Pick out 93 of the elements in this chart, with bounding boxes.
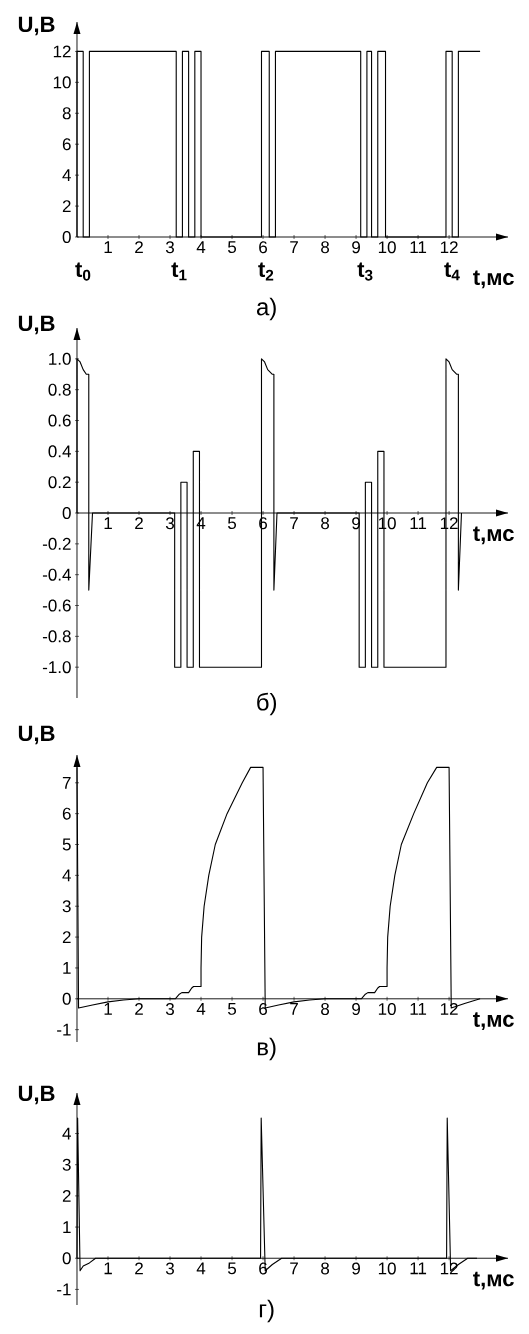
y-tick-label: 0.2 (48, 476, 71, 489)
x-tick-label: 7 (290, 1262, 298, 1275)
x-tick-label: 2 (135, 1262, 143, 1275)
y-axis-title: U,В (18, 725, 55, 745)
x-tick-label: 8 (321, 517, 330, 530)
x-tick-label: 8 (321, 1262, 330, 1275)
x-tick-label: 1 (104, 1262, 112, 1275)
y-axis-title: U,В (18, 16, 55, 36)
x-tick-label: 3 (165, 241, 174, 254)
y-tick-label: 8 (62, 107, 71, 120)
x-tick-label: 4 (196, 1003, 206, 1015)
y-tick-label: 6 (62, 138, 71, 151)
text: б) (257, 692, 277, 716)
y-tick-label: 2 (62, 200, 71, 213)
y-tick-label: -0.6 (42, 599, 71, 612)
x-tick-label: 10 (378, 1003, 396, 1016)
y-tick-label: -0.2 (42, 537, 71, 550)
x-tick-label: 4 (196, 241, 206, 253)
text: t$_{4}$ (444, 262, 460, 281)
y-tick-label: 12 (53, 45, 71, 58)
x-tick-label: 9 (352, 1262, 360, 1275)
x-tick-label: 11 (410, 1003, 427, 1015)
y-tick-label: 3 (62, 900, 71, 913)
x-tick-label: 1 (104, 1003, 112, 1015)
x-tick-label: 5 (227, 241, 237, 254)
y-tick-label: -1 (57, 1023, 71, 1036)
x-tick-label: 12 (440, 1262, 458, 1275)
x-tick-label: 9 (352, 1003, 360, 1016)
x-tick-label: 2 (135, 241, 143, 254)
x-tick-label: 11 (410, 1262, 427, 1275)
x-axis-title: t,мс (473, 1012, 514, 1031)
x-tick-label: 11 (410, 241, 427, 253)
y-tick-label: 1.0 (49, 352, 71, 365)
x-tick-label: 7 (290, 241, 298, 253)
x-tick-label: 8 (321, 241, 330, 254)
x-tick-label: 6 (259, 241, 268, 254)
x-tick-label: 2 (135, 517, 143, 530)
y-tick-label: -1.0 (42, 661, 71, 674)
x-tick-label: 10 (378, 1262, 396, 1275)
x-tick-label: 1 (104, 241, 112, 253)
x-tick-label: 4 (196, 1262, 206, 1275)
y-tick-label: 6 (62, 807, 71, 820)
x-tick-label: 9 (352, 241, 360, 254)
y-tick-label: 1 (63, 962, 71, 974)
y-tick-label: 0 (62, 1252, 71, 1265)
y-tick-label: 4 (62, 1127, 71, 1140)
x-tick-label: 12 (440, 241, 458, 254)
y-tick-label: 2 (62, 931, 71, 944)
x-tick-label: 5 (227, 1003, 237, 1015)
y-tick-label: 10 (53, 76, 71, 89)
x-tick-label: 5 (227, 517, 237, 530)
x-tick-label: 6 (259, 1262, 268, 1275)
y-tick-label: 4 (62, 169, 71, 181)
x-tick-label: 7 (290, 517, 298, 529)
y-tick-label: 7 (62, 776, 71, 789)
y-tick-label: 0 (62, 992, 71, 1005)
text: t$_{2}$ (258, 262, 274, 281)
x-tick-label: 3 (165, 1003, 174, 1016)
x-tick-label: 2 (135, 1003, 143, 1015)
x-tick-label: 12 (440, 1003, 458, 1015)
y-tick-label: 2 (62, 1189, 71, 1202)
x-tick-label: 7 (290, 1003, 298, 1015)
text: г) (259, 1299, 274, 1323)
x-tick-label: 6 (259, 1003, 268, 1016)
x-tick-label: 3 (165, 517, 174, 530)
x-tick-label: 11 (410, 517, 427, 529)
x-tick-label: 8 (321, 1003, 330, 1016)
x-tick-label: 1 (104, 517, 112, 529)
text: t$_{1}$ (171, 262, 187, 281)
x-tick-label: 5 (227, 1262, 237, 1275)
y-axis-title: U,В (18, 315, 55, 335)
y-tick-label: -0.4 (42, 568, 71, 581)
y-tick-label: 0.6 (48, 414, 71, 427)
y-tick-label: 0 (62, 231, 71, 244)
text: а) (256, 297, 276, 321)
y-tick-label: 0.4 (48, 445, 71, 458)
y-axis-title: U,В (18, 1085, 55, 1105)
x-axis-title: t,мс (473, 1271, 514, 1290)
x-tick-label: 10 (378, 241, 396, 254)
text: t$_{3}$ (357, 262, 373, 281)
x-axis-title: t,мс (473, 270, 514, 289)
text: t$_{0}$ (75, 262, 91, 281)
x-tick-label: 3 (165, 1262, 174, 1275)
y-tick-label: -0.8 (42, 630, 71, 643)
y-tick-label: 0.8 (48, 383, 71, 396)
x-axis-title: t,мс (473, 526, 514, 545)
y-tick-label: 3 (62, 1158, 71, 1171)
y-tick-label: 1 (63, 1221, 71, 1233)
y-tick-label: 5 (62, 838, 71, 851)
y-tick-label: -1 (57, 1283, 71, 1296)
y-tick-label: 0 (62, 506, 71, 520)
text: в) (257, 1037, 276, 1061)
y-tick-label: 4 (62, 869, 71, 882)
